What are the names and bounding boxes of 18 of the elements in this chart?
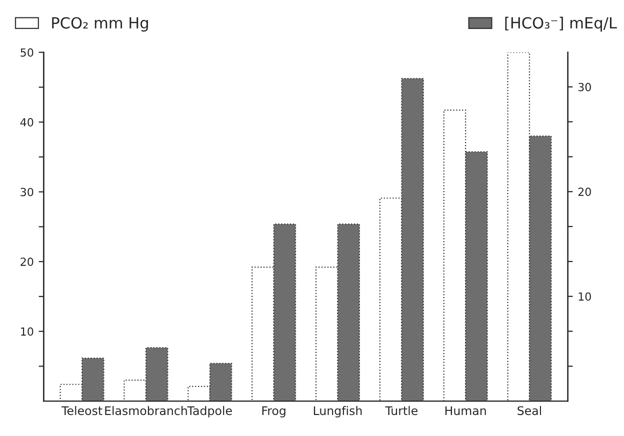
x-tick-label: Teleost xyxy=(61,406,102,416)
y-tick-label: 10 xyxy=(21,327,34,336)
x-tick-label: Frog xyxy=(262,406,286,418)
x-tick-label: Human xyxy=(445,406,486,416)
y-tick-label: 20 xyxy=(20,258,34,266)
y2-tick-label: 10 xyxy=(578,292,591,301)
x-tick-label: Elasmobranch xyxy=(105,406,187,416)
legend-label: [HCO₃⁻] mEq/L xyxy=(505,16,617,32)
legend-label: PCO₂ mm Hg xyxy=(52,17,148,32)
x-tick-label: Lungfish xyxy=(314,406,362,418)
y2-tick-label: 20 xyxy=(578,188,591,196)
y-tick-label: 30 xyxy=(20,188,34,196)
y-tick-label: 50 xyxy=(20,48,34,57)
x-tick-label: Seal xyxy=(518,406,542,416)
y2-tick-label: 30 xyxy=(578,82,591,92)
x-tick-label: Turtle xyxy=(385,406,418,416)
x-tick-label: Tadpole xyxy=(187,406,232,418)
y-tick-label: 40 xyxy=(20,118,34,126)
